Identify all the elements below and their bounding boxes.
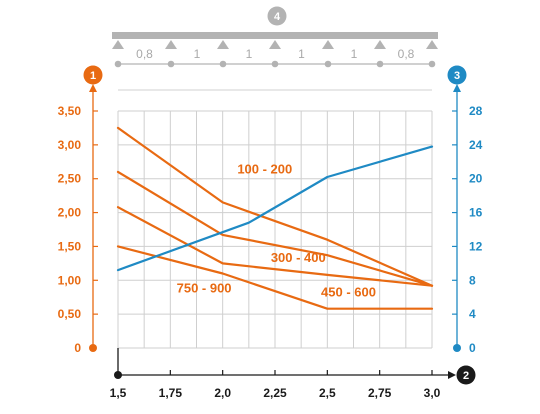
beam-bar <box>112 32 438 39</box>
x-axis-tick-label: 1,5 <box>110 386 127 400</box>
left-axis-tick-label: 0 <box>74 341 81 355</box>
bottom-axis-origin <box>114 371 122 379</box>
support-triangle-icon <box>374 40 386 49</box>
right-axis-arrow-icon <box>453 84 461 92</box>
curve-annotation: 300 - 400 <box>271 250 326 265</box>
span-label: 1 <box>298 47 305 61</box>
curve-annotation: 100 - 200 <box>237 161 292 176</box>
curve-annotation: 450 - 600 <box>321 285 376 300</box>
dimension-node <box>114 60 122 68</box>
dimension-node <box>219 60 227 68</box>
series-line-450-600 <box>116 245 434 310</box>
support-triangle-icon <box>269 40 281 49</box>
dimension-node <box>167 60 175 68</box>
left-axis-tick-label: 2,00 <box>58 206 82 220</box>
dimension-node <box>428 60 436 68</box>
span-label: 0,8 <box>398 47 415 61</box>
dimension-node <box>271 60 279 68</box>
right-axis-tick-label: 4 <box>469 307 476 321</box>
bottom-axis-arrow-icon <box>448 371 456 379</box>
beam-badge <box>267 6 287 26</box>
right-axis-badge <box>447 65 467 85</box>
support-triangle-icon <box>165 40 177 49</box>
support-triangle-icon <box>217 40 229 49</box>
right-axis-origin <box>453 344 461 352</box>
left-axis-arrow-icon <box>89 84 97 92</box>
series-line-100-200 <box>116 126 434 287</box>
dimension-node <box>376 60 384 68</box>
right-axis-tick-label: 16 <box>469 206 483 220</box>
right-axis-tick-label: 12 <box>469 239 483 253</box>
curve-labels: 100 - 200 300 - 400 750 - 900 450 - 600 <box>177 161 376 299</box>
curve-annotation: 750 - 900 <box>177 280 232 295</box>
right-axis-tick-label: 24 <box>469 138 483 152</box>
span-label: 0,8 <box>136 47 153 61</box>
left-axis-badge-label: 1 <box>90 70 96 82</box>
x-axis-tick-label: 3,0 <box>424 386 441 400</box>
right-axis-tick-label: 8 <box>469 273 476 287</box>
support-triangle-icon <box>322 40 334 49</box>
bottom-axis-badge <box>456 365 476 385</box>
left-axis-tick-label: 2,50 <box>58 172 82 186</box>
span-label: 1 <box>351 47 358 61</box>
series-line-300-400 <box>116 170 434 287</box>
x-axis-tick-label: 2,75 <box>368 386 392 400</box>
x-axis-tick-label: 1,75 <box>159 386 183 400</box>
left-axis-tick-label: 1,50 <box>58 239 82 253</box>
x-axis-tick-label: 2,0 <box>214 386 231 400</box>
span-label: 1 <box>246 47 253 61</box>
left-axis-tick-label: 3,50 <box>58 104 82 118</box>
right-axis-tick-label: 0 <box>469 341 476 355</box>
bottom-axis-badge-label: 2 <box>463 370 469 382</box>
beam-diagram: 4 0,8 1 1 1 1 0,8 <box>112 6 438 68</box>
left-axis-origin <box>89 344 97 352</box>
x-axis-tick-label: 2,25 <box>263 386 287 400</box>
axes: 1 0 0,50 1,00 1,50 2,00 2,50 3,00 3,50 3 0 4 8 12 16 20… <box>58 65 483 400</box>
grid <box>117 89 433 349</box>
left-axis-tick-label: 0,50 <box>58 307 82 321</box>
beam-badge-label: 4 <box>274 11 281 23</box>
support-triangle-icon <box>426 40 438 49</box>
left-axis-tick-label: 1,00 <box>58 273 82 287</box>
span-label: 1 <box>194 47 201 61</box>
left-axis-tick-label: 3,00 <box>58 138 82 152</box>
right-axis-tick-label: 20 <box>469 172 483 186</box>
x-axis-tick-label: 2,5 <box>319 386 336 400</box>
right-axis-badge-label: 3 <box>454 70 460 82</box>
support-triangle-icon <box>112 40 124 49</box>
series-line-750-900 <box>116 206 434 287</box>
right-axis-tick-label: 28 <box>469 104 483 118</box>
series-group <box>116 126 434 310</box>
dimension-node <box>324 60 332 68</box>
left-axis-badge <box>83 65 103 85</box>
series-line-blue-4 <box>116 145 434 272</box>
